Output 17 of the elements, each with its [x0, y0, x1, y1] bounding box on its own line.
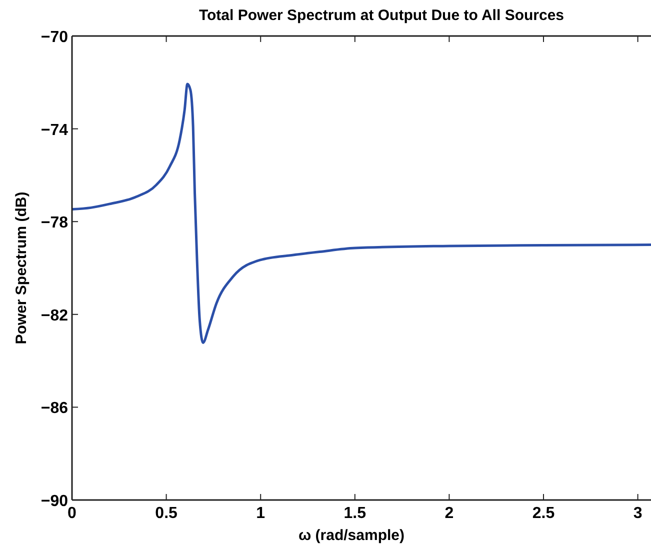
line-series	[72, 82, 651, 344]
y-tick-label: −82	[40, 307, 68, 324]
x-tick-label: 1	[256, 505, 266, 522]
y-tick-label: −90	[40, 493, 68, 510]
x-tick-label: 2	[444, 505, 454, 522]
y-tick-label: −78	[40, 214, 68, 232]
y-tick-label: −74	[40, 122, 68, 139]
chart-title: Total Power Spectrum at Output Due to All Sources	[198, 7, 564, 24]
y-tick-label: −86	[40, 400, 68, 418]
x-tick-label: 3	[633, 505, 642, 522]
y-tick-label: −70	[40, 29, 68, 46]
x-tick-label: 2.5	[532, 505, 555, 522]
x-tick-label: 0	[68, 505, 77, 522]
x-axis-title: ω (rad/sample)	[298, 527, 405, 544]
x-tick-label: 1.5	[344, 505, 366, 522]
y-axis-title: Power Spectrum (dB)	[13, 192, 30, 344]
x-tick-label: 0.5	[155, 505, 178, 522]
